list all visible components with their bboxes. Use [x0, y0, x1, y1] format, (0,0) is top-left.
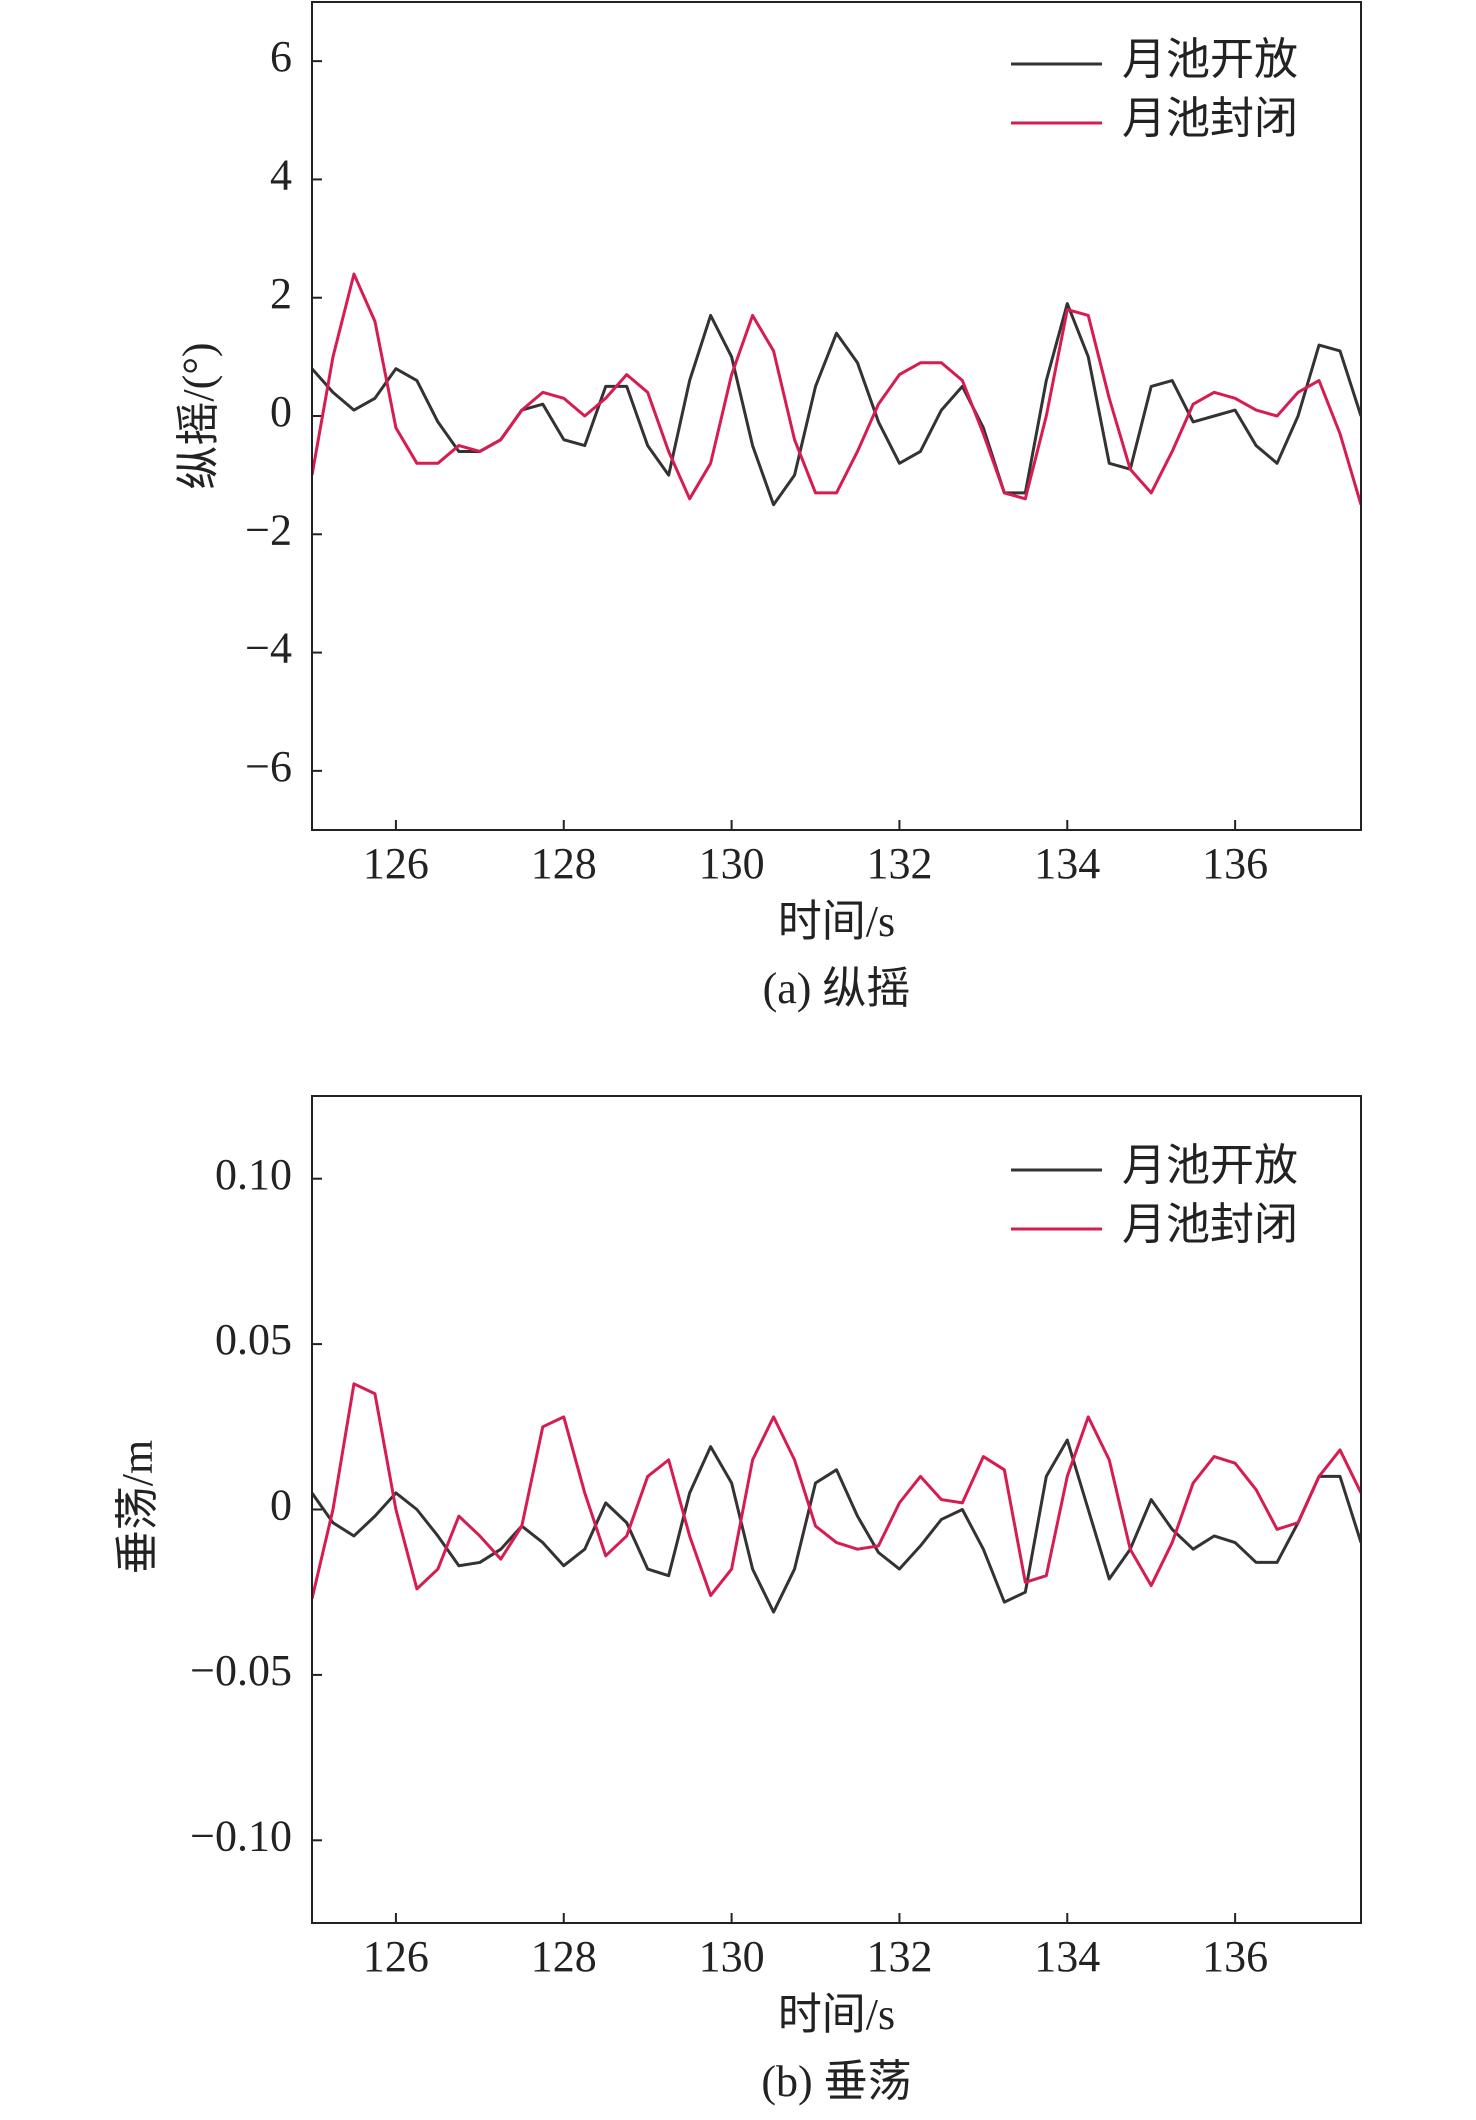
caption: (b) 垂荡 [761, 2057, 911, 2106]
series-line [312, 1382, 1361, 1600]
x-tick-label: 132 [866, 1932, 932, 1981]
caption: (a) 纵摇 [763, 964, 911, 1013]
y-tick-label: −0.05 [190, 1646, 292, 1695]
x-tick-label: 130 [699, 839, 765, 888]
x-axis-label: 时间/s [778, 1990, 895, 2039]
y-tick-label: −6 [245, 742, 292, 791]
y-tick-label: 0.10 [215, 1150, 292, 1199]
y-tick-label: 0.05 [215, 1315, 292, 1364]
y-tick-label: 6 [270, 32, 292, 81]
y-tick-label: 4 [270, 151, 292, 200]
series-line [312, 302, 1361, 507]
series-line [312, 1438, 1361, 1614]
x-tick-label: 136 [1202, 839, 1268, 888]
y-tick-label: −2 [245, 505, 292, 554]
legend-label: 月池封闭 [1122, 94, 1298, 143]
y-axis-label: 纵摇/(°) [174, 342, 223, 489]
x-tick-label: 132 [866, 839, 932, 888]
x-tick-label: 126 [363, 1932, 429, 1981]
x-tick-label: 134 [1034, 839, 1100, 888]
y-tick-label: 2 [270, 269, 292, 318]
plot-frame [311, 1095, 1362, 1924]
x-tick-label: 134 [1034, 1932, 1100, 1981]
plot-frame [311, 1, 1362, 831]
x-tick-label: 126 [363, 839, 429, 888]
y-axis-label: 垂荡/m [113, 1440, 162, 1574]
y-tick-label: −0.10 [190, 1811, 292, 1860]
y-tick-label: 0 [270, 387, 292, 436]
y-tick-label: 0 [270, 1481, 292, 1530]
series-line [312, 272, 1361, 506]
x-tick-label: 128 [531, 1932, 597, 1981]
x-tick-label: 130 [699, 1932, 765, 1981]
legend-label: 月池开放 [1122, 35, 1298, 84]
legend-label: 月池开放 [1122, 1141, 1298, 1190]
legend-label: 月池封闭 [1122, 1200, 1298, 1249]
x-axis-label: 时间/s [778, 897, 895, 946]
y-tick-label: −4 [245, 624, 292, 673]
x-tick-label: 136 [1202, 1932, 1268, 1981]
x-tick-label: 128 [531, 839, 597, 888]
